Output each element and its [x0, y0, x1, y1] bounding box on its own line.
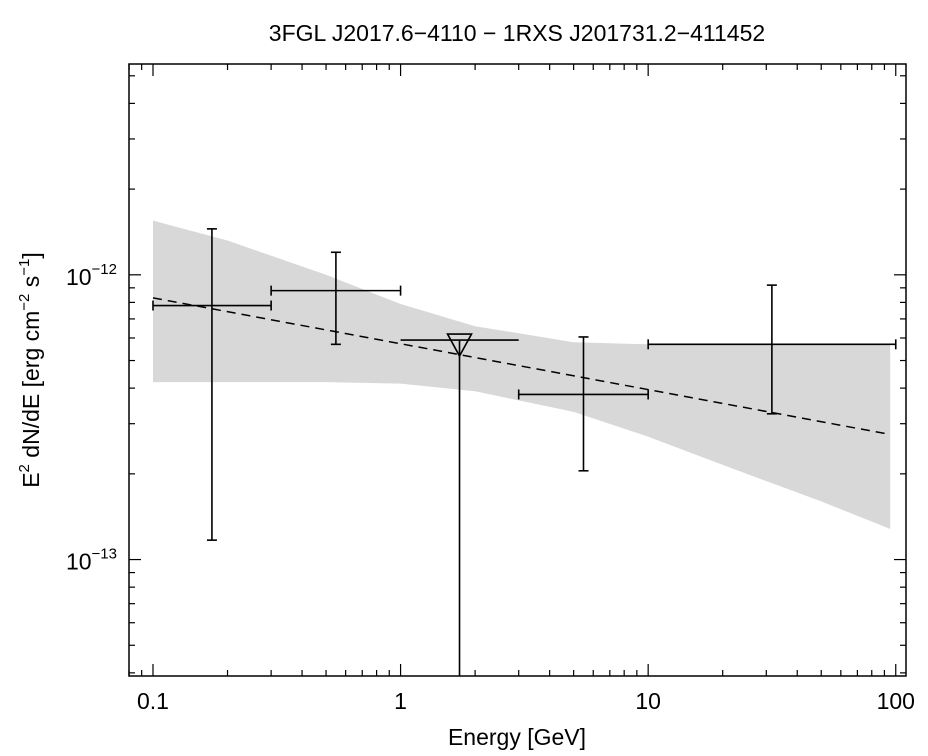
x-axis-title: Energy [GeV]	[448, 724, 586, 750]
y-axis-title-segment: ]	[18, 252, 44, 258]
y-axis-title-segment: dN/dE [erg cm	[18, 311, 44, 464]
y-axis-title-segment: s	[18, 276, 44, 294]
y-tick-label: 10−12	[66, 261, 117, 290]
y-axis-title-superscript: 2	[16, 464, 33, 472]
y-tick-label: 10−13	[66, 546, 117, 575]
data-point-4	[647, 284, 897, 415]
y-axis-title: E2 dN/dE [erg cm−2 s−1]	[16, 252, 44, 488]
data-points	[152, 228, 897, 676]
plot-frame	[128, 63, 907, 677]
x-tick-label: 1	[394, 688, 407, 714]
y-tick-label-exponent: −12	[92, 261, 117, 278]
chart-title: 3FGL J2017.6−4110 − 1RXS J201731.2−41145…	[269, 20, 765, 46]
y-tick-label-exponent: −13	[92, 546, 117, 563]
y-axis-title-superscript: −2	[16, 294, 33, 311]
data-point-1	[152, 228, 272, 541]
x-tick-label: 10	[635, 688, 661, 714]
y-axis-title-superscript: −1	[16, 259, 33, 276]
data-point-3	[517, 336, 649, 472]
y-axis-title-segment: E	[18, 472, 44, 487]
model-dashed-line	[152, 297, 891, 436]
data-point-2	[270, 251, 402, 346]
butterfly-band	[153, 220, 891, 529]
upper-limit-triangle	[446, 333, 473, 358]
x-tick-label: 100	[877, 688, 915, 714]
y-tick-label-base: 10	[66, 264, 92, 290]
y-tick-label-base: 10	[66, 549, 92, 575]
upper-limit-1	[400, 333, 519, 676]
x-tick-label: 0.1	[137, 688, 169, 714]
